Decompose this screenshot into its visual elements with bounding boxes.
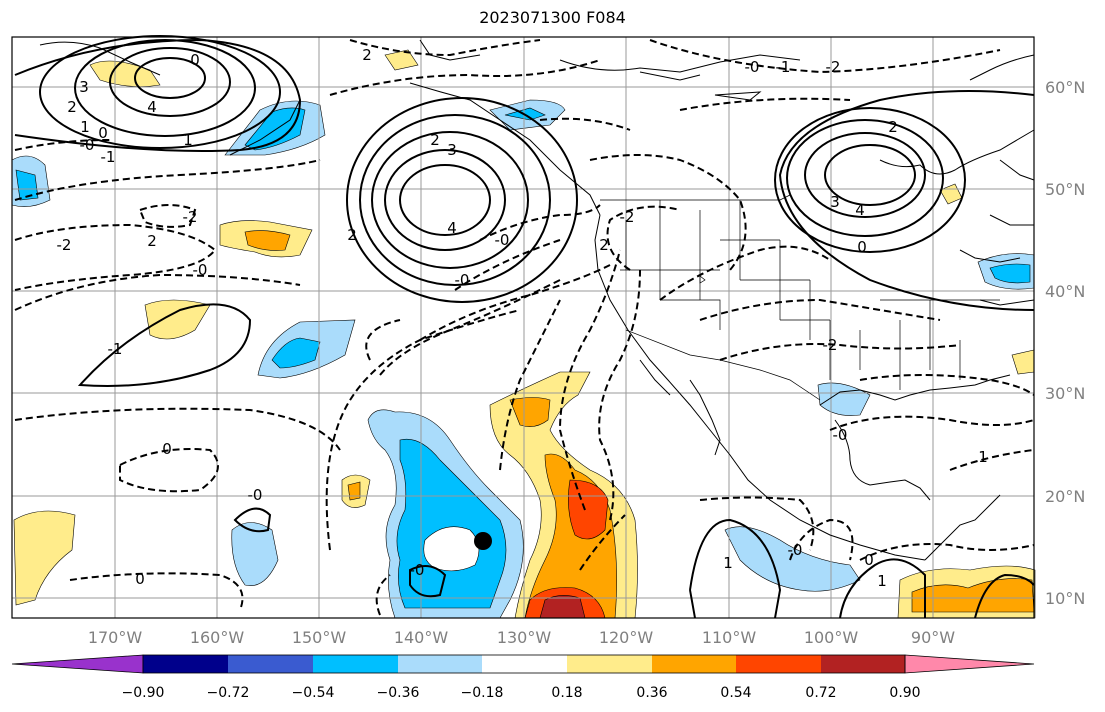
lat-label: 20°N [1045,487,1085,506]
fill-blue-hawaii [231,522,279,587]
latitude-labels: 60°N 50°N 40°N 30°N 20°N 10°N [1045,78,1085,608]
colorbar-tick: 0.36 [636,685,667,701]
longitude-labels: 170°W 160°W 150°W 140°W 130°W 120°W 110°… [88,628,955,647]
colorbar-tick: −0.90 [122,685,165,701]
contour-label: -0 [455,271,470,289]
colorbar-tick: 0.72 [805,685,836,701]
lat-label: 50°N [1045,180,1085,199]
contour-label: 2 [347,226,357,244]
map-title: 2023071300 F084 [479,8,626,27]
fill-yellow-alaska [384,49,419,71]
contour-label: 0 [135,570,145,588]
contour-label: -1 [776,58,791,76]
colorbar-seg [143,655,228,673]
contour-label: 0 [864,551,874,569]
lat-label: 60°N [1045,78,1085,97]
lon-label: 170°W [88,628,143,647]
contour-label: 1 [877,572,887,590]
fill-yellow-hawaii-w [13,510,76,606]
contour-label: -1 [108,340,123,358]
lon-label: 160°W [190,628,245,647]
colorbar-ticks: −0.90 −0.72 −0.54 −0.36 −0.18 0.18 0.36 … [122,685,921,701]
contour-label: -0 [248,486,263,504]
colorbar-seg [736,655,821,673]
map-frame [11,36,1035,619]
contour-label: -2 [620,208,635,226]
lat-label: 10°N [1045,589,1085,608]
colorbar-tick: −0.54 [292,685,335,701]
contour-label: -2 [823,336,838,354]
contour-label: 0 [857,238,867,256]
contour-label: 3 [830,193,840,211]
contour-label: -2 [183,208,198,226]
contour-label: 0 [162,440,172,458]
colorbar [11,654,1035,674]
contour-label: 2 [67,98,77,116]
colorbar-seg [821,655,905,673]
colorbar-extend-high [904,654,1035,674]
contours-negative [14,39,1035,616]
contour-label: 1 [183,131,193,149]
contour-label: 2 [147,232,157,250]
contour-label: -1 [101,148,116,166]
contour-label: 3 [447,141,457,159]
lon-label: 130°W [497,628,552,647]
lon-label: 120°W [599,628,654,647]
colorbar-seg [398,655,482,673]
lon-label: 90°W [911,628,955,647]
colorbar-tick: 0.54 [720,685,751,701]
lat-label: 40°N [1045,282,1085,301]
contour-label: -0 [193,261,208,279]
contour-label: 2 [599,236,609,254]
contour-label: 4 [147,98,157,116]
contour-label: 4 [447,219,457,237]
colorbar-seg [652,655,736,673]
contour-label: -0 [833,426,848,444]
colorbar-tick: 0.90 [889,685,920,701]
storm-center-marker [474,532,492,550]
contour-label: 2 [888,118,898,136]
contour-label: -0 [80,136,95,154]
fill-yellow-east [1011,349,1035,375]
contour-label: 1 [80,118,90,136]
contour-label: 2 [362,46,372,64]
lat-label: 30°N [1045,384,1085,403]
colorbar-extend-low [11,654,144,674]
contour-label: -0 [495,231,510,249]
fill-yellow-aleutian [89,60,161,87]
contour-label: -2 [826,58,841,76]
fill-yellow-canada [939,183,963,205]
fill-blue-mexico [724,526,861,592]
lon-label: 110°W [702,628,757,647]
contour-label: 2 [430,131,440,149]
contours-positive [14,35,1035,619]
colorbar-tick: −0.36 [377,685,420,701]
lon-label: 150°W [292,628,347,647]
lon-label: 100°W [804,628,859,647]
colorbar-tick: 0.18 [551,685,582,701]
contour-label-group: 3 4 2 1 0 0 1 2 -0 -2 -1 2 -2 2 3 4 -0 -… [57,46,988,590]
colorbar-tick: −0.18 [461,685,504,701]
contour-label: 1 [978,448,988,466]
contour-label: -2 [57,236,72,254]
contour-label: 3 [79,78,89,96]
country-borders [600,194,1000,401]
colorbar-tick: −0.72 [207,685,250,701]
contour-label: 0 [190,51,200,69]
contour-label: -0 [745,58,760,76]
fill-blue-gulf-mexico [817,382,871,416]
colorbar-seg [228,655,313,673]
coastlines [39,39,1035,561]
contour-label: -0 [788,541,803,559]
contour-label: -0 [410,561,425,579]
contour-label: 4 [855,201,865,219]
contour-label: 0 [98,124,108,142]
lon-label: 140°W [394,628,449,647]
fill-yellow-small-1 [144,299,211,340]
colorbar-seg [567,655,652,673]
colorbar-seg [313,655,398,673]
contour-label: 1 [723,554,733,572]
colorbar-seg [482,655,567,673]
